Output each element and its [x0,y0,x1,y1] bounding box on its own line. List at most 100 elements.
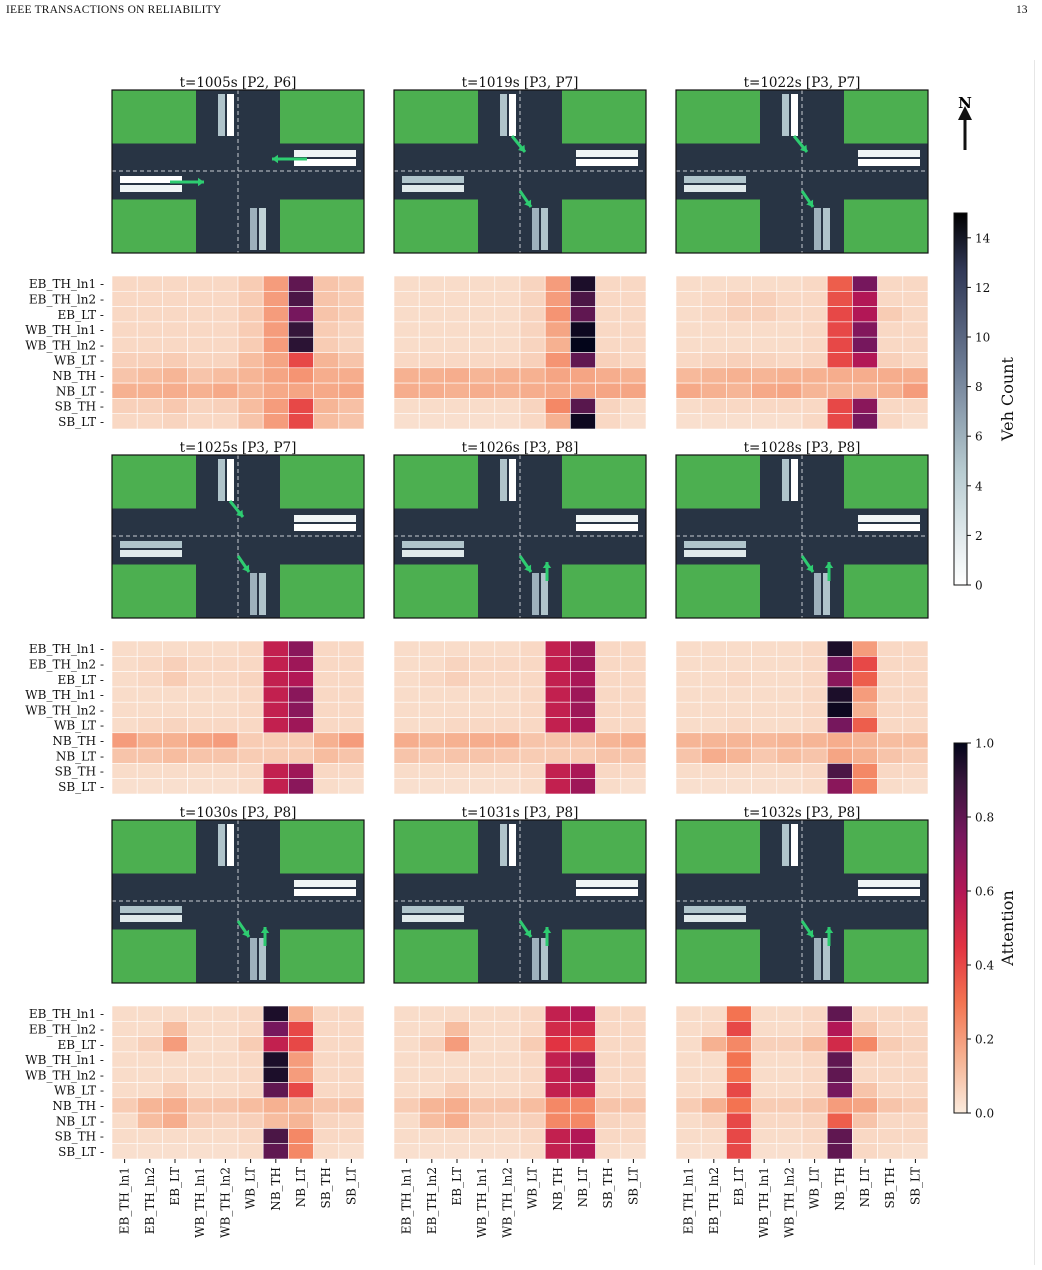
heatmap-cell [469,1020,496,1037]
panel-8: t=1032s [P3, P8] EB_TH_ln1 EB_TH_ln2 EB_LT W… [675,805,929,1238]
heatmap-cell [700,763,727,780]
heatmap-cell [570,1066,596,1083]
col-label: WB_LT [526,1167,540,1209]
heatmap-cell [288,1005,314,1022]
heatmap-cell [418,778,445,795]
heatmap-cell [544,1082,571,1099]
panel-6: t=1030s [P3, P8] EB_TH_ln1 -EB_TH_ln2 - EB… [25,805,365,1238]
heatmap-cell [111,352,138,369]
heatmap-cell [162,1143,188,1160]
heatmap-cell [776,717,803,734]
heatmap-cell [136,306,163,323]
heatmap-cell [801,367,828,384]
heatmap-cell [162,701,188,718]
heatmap-cell [570,655,596,672]
heatmap-cell [620,763,647,780]
heatmap-cell [162,671,188,688]
heatmap-cell [852,1005,878,1022]
heatmap-cell [801,686,828,703]
colorbar-tick-label: 0.4 [975,959,994,973]
heatmap-cell [544,763,571,780]
col-label: EB_TH_ln2 [425,1167,439,1234]
heatmap-cell [444,352,470,369]
heatmap-cell [751,290,778,307]
heatmap-cell [393,382,420,399]
heatmap-cell [776,763,803,780]
heatmap-cell [801,290,828,307]
heatmap-cell [801,1066,828,1083]
heatmap-cell [726,655,752,672]
heatmap-cell [262,321,289,338]
grass-block [394,564,478,618]
heatmap-cell [544,275,571,292]
colorbar-tick-label: 1.0 [975,737,994,751]
heatmap-cell [620,640,647,657]
col-label: SB_TH [319,1167,333,1209]
heatmap-cell [237,671,264,688]
heatmap-cell [237,1112,264,1129]
heatmap-cell [338,336,365,353]
queue-west-lane-1 [120,541,182,548]
heatmap-cell [338,1005,365,1022]
heatmap-cell [544,1097,571,1114]
heatmap-cell [262,413,289,430]
heatmap-cell [877,1020,904,1037]
heatmap-cell [162,1005,188,1022]
heatmap-cell [393,1128,420,1145]
heatmap-cell [801,336,828,353]
heatmap-cell [801,1020,828,1037]
movement-arrow-icon-head [799,144,807,152]
heatmap-cell [595,1005,622,1022]
heatmap-cell [852,367,878,384]
colorbar-gradient [953,212,968,586]
heatmap-cell [494,1097,521,1114]
queue-east-lane-2 [576,159,638,166]
heatmap-cell [237,1066,264,1083]
heatmap-cell [494,763,521,780]
heatmap-cell [852,398,878,414]
heatmap-cell [751,1020,778,1037]
heatmap-cell [136,1051,163,1068]
heatmap-cell [469,1051,496,1068]
heatmap-cell [544,640,571,657]
queue-north-lane-2 [791,459,798,501]
heatmap-cell [700,686,727,703]
grass-block [280,455,364,509]
heatmap-cell [570,352,596,369]
heatmap-cell [620,275,647,292]
heatmap-cell [136,732,163,749]
queue-north-lane-1 [500,94,507,136]
heatmap-cell [595,1066,622,1083]
heatmap-cell [418,1143,445,1160]
heatmap-cell [494,352,521,369]
heatmap-cell [852,778,878,795]
heatmap-cell [494,1128,521,1145]
queue-south-lane-2 [259,208,266,250]
heatmap-cell [494,1020,521,1037]
colorbar-tick-label: 2 [975,529,983,543]
heatmap-cell [570,275,596,292]
heatmap-cell [393,321,420,338]
heatmap-cell [418,367,445,384]
heatmap-cell [444,1082,470,1099]
heatmap-cell [418,336,445,353]
row-label: NB_LT - [56,1114,104,1128]
heatmap-cell [726,701,752,718]
queue-west-lane-2 [402,915,464,922]
heatmap-cell [801,1036,828,1053]
heatmap-cell [288,701,314,718]
col-label: EB_LT [450,1167,464,1206]
col-label: EB_TH_ln1 [682,1167,696,1234]
heatmap-cell [288,1036,314,1053]
col-label: NB_TH [551,1167,565,1211]
heatmap-cell [751,732,778,749]
col-label: WB_TH_ln2 [218,1167,232,1238]
queue-east-lane-2 [294,889,356,896]
heatmap-cell [700,367,727,384]
heatmap-cell [570,1097,596,1114]
row-label: SB_LT - [58,1145,104,1159]
heatmap-cell [700,701,727,718]
heatmap-cell [288,1066,314,1083]
heatmap-cell [418,1020,445,1037]
heatmap-cell [494,1143,521,1160]
